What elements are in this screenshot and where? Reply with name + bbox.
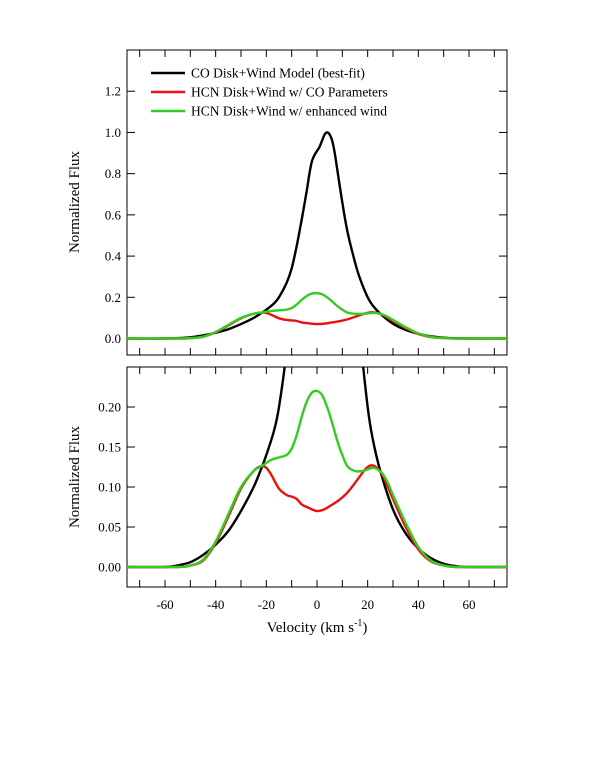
top-y-axis-title: Normalized Flux <box>67 150 83 253</box>
bottom-x-tick-label: -40 <box>207 597 224 612</box>
x-axis-title-main: Velocity (km s <box>267 620 355 636</box>
top-y-tick-label: 0.2 <box>105 290 121 305</box>
legend: CO Disk+Wind Model (best-fit) HCN Disk+Wi… <box>151 66 388 119</box>
top-y-tick-label: 0.6 <box>105 207 122 222</box>
bottom-x-axis: -60 -40 -20 0 20 40 60 <box>139 367 495 612</box>
bottom-x-tick-label: 60 <box>463 597 476 612</box>
bottom-series-hcn-co-parameters <box>127 464 507 569</box>
legend-label-hcn-enhanced-wind: HCN Disk+Wind w/ enhanced wind <box>191 104 387 119</box>
bottom-panel: 0.00 0.05 0.10 0.15 0.20 -60 -40 -20 0 20 40 60 No… <box>67 366 508 636</box>
bottom-y-tick-label: 0.05 <box>98 520 121 535</box>
top-series-group <box>125 131 509 340</box>
top-series-hcn-enhanced-wind <box>125 291 509 340</box>
top-y-tick-label: 1.0 <box>105 125 121 140</box>
x-axis-title-end: ) <box>362 620 367 636</box>
top-y-tick-label: 1.2 <box>105 84 121 99</box>
bottom-y-axis-title: Normalized Flux <box>67 425 83 528</box>
bottom-panel-frame <box>126 366 508 588</box>
x-axis-title-sup: -1 <box>354 618 362 629</box>
bottom-x-tick-label: -20 <box>258 597 275 612</box>
bottom-series-hcn-enhanced-wind <box>127 389 507 569</box>
bottom-y-tick-label: 0.20 <box>98 400 121 415</box>
top-series-co-best-fit <box>125 131 509 340</box>
bottom-y-tick-label: 0.00 <box>98 560 121 575</box>
top-y-axis: 0.0 0.2 0.4 0.6 0.8 1.0 1.2 <box>105 84 507 346</box>
top-series-hcn-co-parameters <box>125 311 509 340</box>
bottom-y-tick-label: 0.15 <box>98 440 121 455</box>
top-x-axis <box>139 50 495 355</box>
legend-label-co-best-fit: CO Disk+Wind Model (best-fit) <box>191 66 365 81</box>
bottom-x-tick-label: -60 <box>156 597 173 612</box>
legend-label-hcn-co-parameters: HCN Disk+Wind w/ CO Parameters <box>191 85 388 100</box>
top-y-tick-label: 0.0 <box>105 331 121 346</box>
bottom-x-tick-label: 40 <box>412 597 425 612</box>
top-y-tick-label: 0.4 <box>105 249 122 264</box>
bottom-y-axis: 0.00 0.05 0.10 0.15 0.20 <box>98 400 507 575</box>
x-axis-title: Velocity (km s-1) <box>267 618 368 636</box>
top-panel: 0.0 0.2 0.4 0.6 0.8 1.0 1.2 Normalized Flux CO… <box>67 49 509 356</box>
bottom-series-co-best-fit <box>127 367 507 569</box>
bottom-y-tick-label: 0.10 <box>98 480 121 495</box>
bottom-x-tick-label: 20 <box>361 597 374 612</box>
top-y-tick-label: 0.8 <box>105 166 121 181</box>
bottom-x-tick-label: 0 <box>314 597 321 612</box>
bottom-series-group <box>127 367 507 569</box>
